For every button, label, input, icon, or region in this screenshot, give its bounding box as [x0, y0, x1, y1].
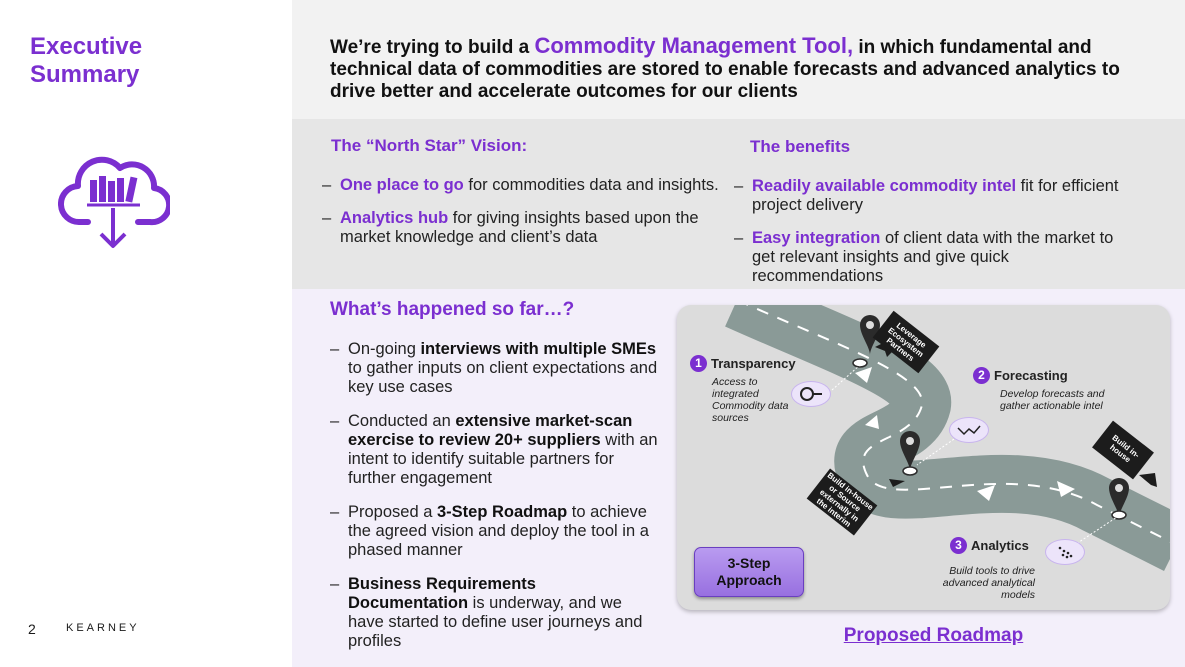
page-title: Executive Summary	[30, 33, 143, 88]
step-analytics: 3 Analytics	[932, 537, 1082, 555]
step-number-badge: 3	[950, 537, 967, 555]
map-pin-icon	[852, 315, 880, 368]
cloud-download-library-icon	[57, 148, 173, 254]
benefits-title: The benefits	[750, 137, 851, 156]
map-pin-icon	[1109, 478, 1129, 520]
list-item: Proposed a 3-Step Roadmap to achieve the…	[330, 503, 660, 560]
benefits-list: Readily available commodity intel fit fo…	[734, 177, 1134, 300]
list-item: Analytics hub for giving insights based …	[322, 209, 727, 247]
list-item: On-going interviews with multiple SMEs t…	[330, 340, 660, 397]
headline-accent: Commodity Management Tool,	[534, 33, 854, 58]
headline: We’re trying to build a Commodity Manage…	[330, 35, 1160, 103]
headline-rest: in which fundamental and technical data …	[330, 37, 1120, 102]
magnifier-icon	[791, 381, 831, 407]
happened-list: On-going interviews with multiple SMEs t…	[330, 340, 660, 666]
step-transparency: 1 Transparency Access to integrated Commo…	[690, 355, 820, 424]
step-number-badge: 2	[973, 367, 990, 385]
approach-button[interactable]: 3-Step Approach	[694, 547, 804, 597]
headline-lead: We’re trying to build a	[330, 37, 535, 58]
brand-logo: KEARNEY	[66, 622, 140, 634]
step-forecasting: 2 Forecasting Develop forecasts and gathe…	[973, 367, 1113, 412]
list-item: Business Requirements Documentation is u…	[330, 575, 660, 651]
scatter-chart-icon	[1045, 539, 1085, 565]
map-pin-icon	[900, 431, 920, 476]
vision-list: One place to go for commodities data and…	[322, 176, 727, 261]
list-item: One place to go for commodities data and…	[322, 176, 727, 195]
road-illustration	[725, 305, 1170, 571]
trend-chart-icon	[949, 417, 989, 443]
proposed-roadmap-link[interactable]: Proposed Roadmap	[843, 625, 1024, 646]
list-item: Conducted an extensive market-scan exerc…	[330, 412, 660, 488]
page-number: 2	[28, 621, 36, 637]
step-analytics-desc: Build tools to drive advanced analytical…	[942, 565, 1035, 601]
list-item: Easy integration of client data with the…	[734, 229, 1134, 286]
headline-band	[292, 0, 1185, 119]
happened-title: What’s happened so far…?	[330, 299, 575, 320]
vision-title: The “North Star” Vision:	[331, 136, 528, 155]
roadmap-graphic: Leverage Ecosystem Partners Build in-hou…	[677, 305, 1170, 610]
list-item: Readily available commodity intel fit fo…	[734, 177, 1134, 215]
step-number-badge: 1	[690, 355, 707, 373]
